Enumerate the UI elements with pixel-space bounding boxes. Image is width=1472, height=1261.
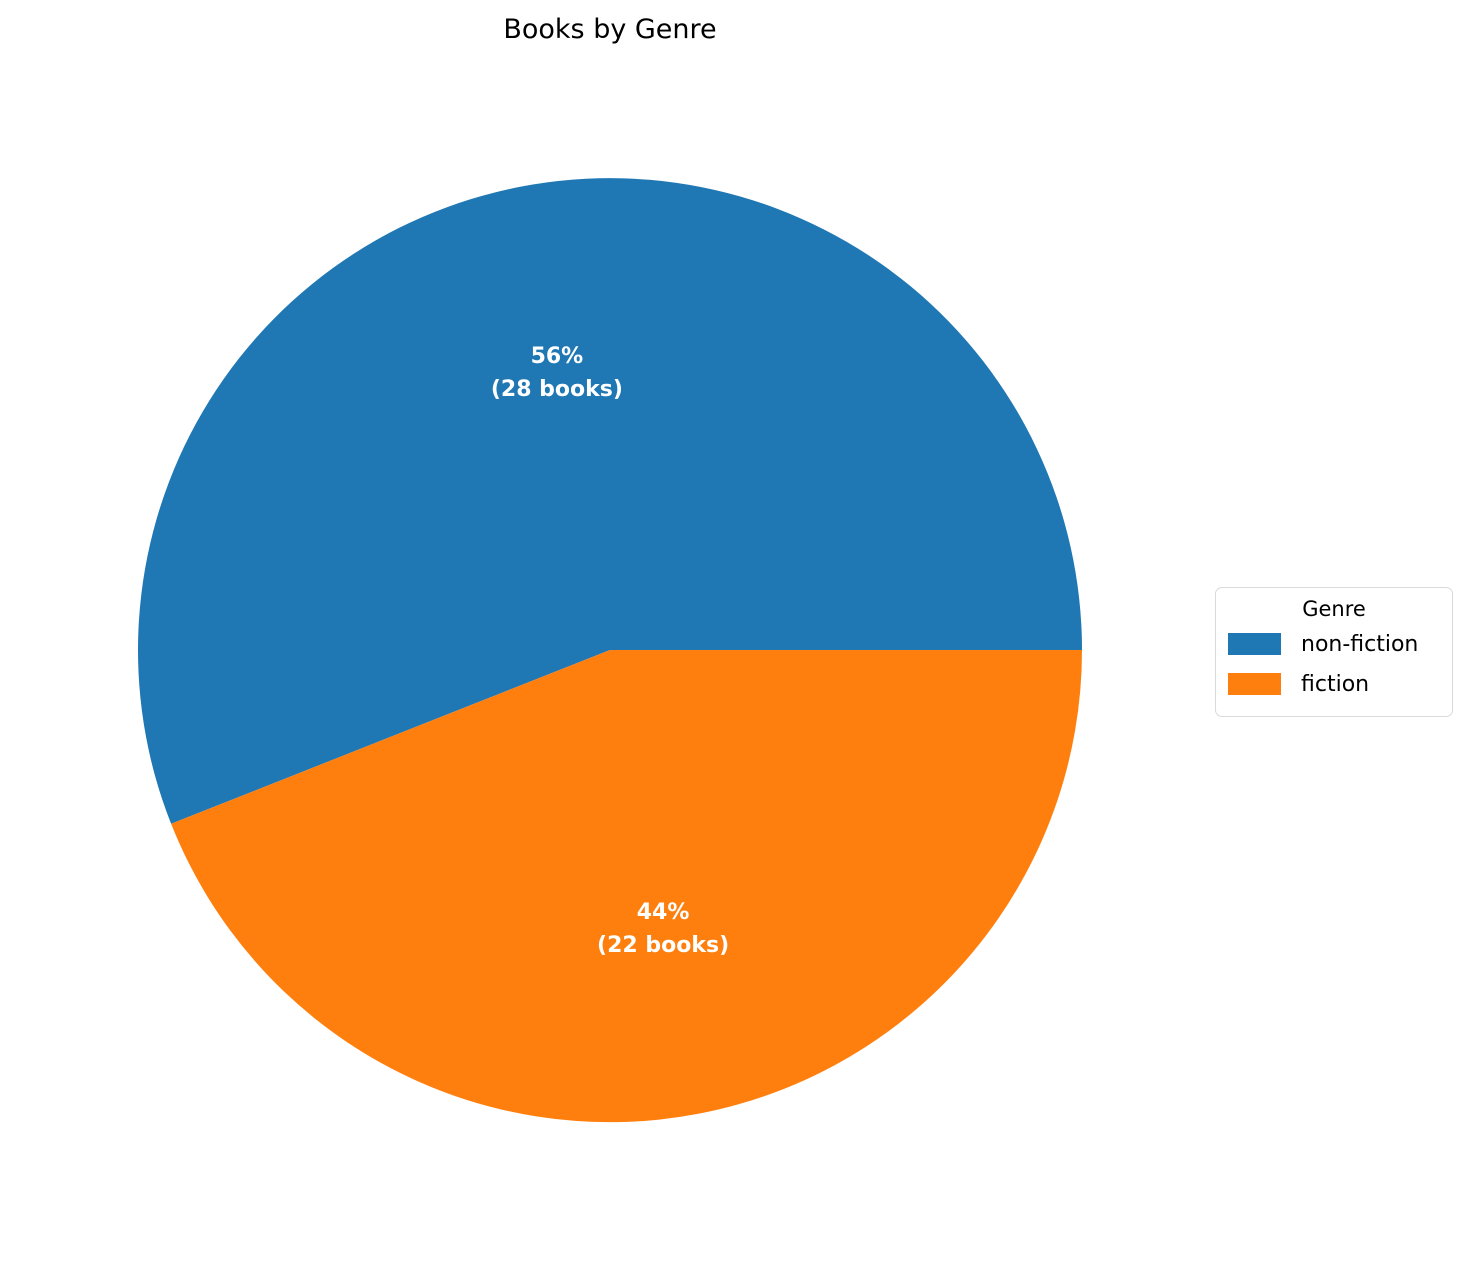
pie-slice-label-fiction: 44% (22 books) <box>597 900 729 958</box>
legend-label-fiction: fiction <box>1301 671 1370 697</box>
chart-title: Books by Genre <box>503 14 717 45</box>
legend-item-non-fiction: non-fiction <box>1228 624 1440 664</box>
pie-slice-non-fiction <box>138 178 1082 824</box>
pie-slice-label-non-fiction: 56% (28 books) <box>491 344 623 402</box>
legend-label-non-fiction: non-fiction <box>1301 631 1419 657</box>
legend-swatch-non-fiction <box>1228 633 1281 655</box>
legend: Genre non-fiction fiction <box>1215 587 1453 717</box>
pie-slice-fiction <box>171 650 1083 1123</box>
legend-title: Genre <box>1302 597 1366 621</box>
legend-swatch-fiction <box>1228 673 1281 695</box>
legend-item-fiction: fiction <box>1228 664 1440 704</box>
